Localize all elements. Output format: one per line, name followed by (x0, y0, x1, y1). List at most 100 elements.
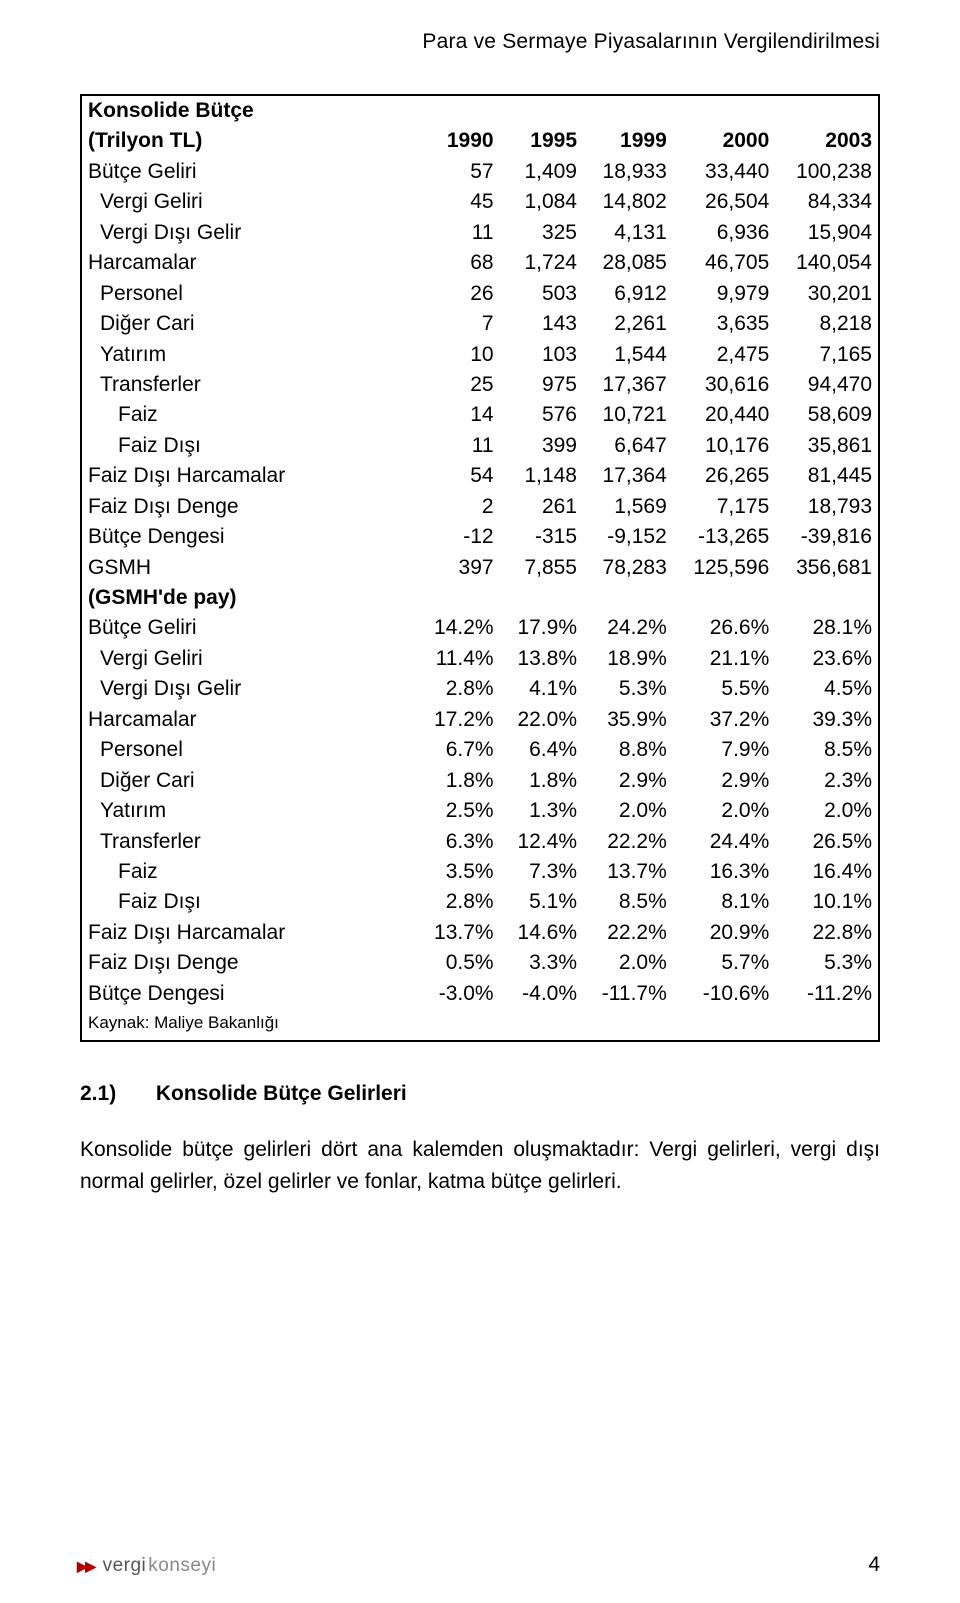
table-cell: 57 (416, 157, 499, 187)
table-cell: 14.2% (416, 613, 499, 643)
table-row: Vergi Geliri451,08414,80226,50484,334 (81, 187, 879, 217)
table-row: Diğer Cari71432,2613,6358,218 (81, 309, 879, 339)
table-cell: 3.3% (500, 948, 583, 978)
table-cell: 26 (416, 279, 499, 309)
table-cell: 1.3% (500, 796, 583, 826)
table-cell: 81,445 (775, 461, 879, 491)
table-row: Transferler6.3%12.4%22.2%24.4%26.5% (81, 827, 879, 857)
table-cell: 33,440 (673, 157, 776, 187)
section-heading: 2.1) Konsolide Bütçe Gelirleri (80, 1082, 880, 1106)
table-row: Vergi Dışı Gelir2.8%4.1%5.3%5.5%4.5% (81, 674, 879, 704)
row-label: (Trilyon TL) (81, 126, 416, 156)
table-cell: 3.5% (416, 857, 499, 887)
table-row: Personel265036,9129,97930,201 (81, 279, 879, 309)
table-row: Faiz1457610,72120,44058,609 (81, 400, 879, 430)
table-cell: 1995 (500, 126, 583, 156)
row-label: Faiz (81, 400, 416, 430)
table-cell: 2.9% (673, 766, 776, 796)
row-label: Diğer Cari (81, 766, 416, 796)
table-cell: 8.1% (673, 887, 776, 917)
table-cell: 8.5% (583, 887, 673, 917)
table-cell: 26,265 (673, 461, 776, 491)
row-label: Diğer Cari (81, 309, 416, 339)
table-cell: 24.4% (673, 827, 776, 857)
table-section-row: (GSMH'de pay) (81, 583, 879, 613)
table-row: Bütçe Dengesi-12-315-9,152-13,265-39,816 (81, 522, 879, 552)
table-cell: 30,616 (673, 370, 776, 400)
table-cell: -10.6% (673, 979, 776, 1009)
table-cell: 100,238 (775, 157, 879, 187)
footer-brand-1: vergi (103, 1555, 147, 1577)
table-cell: 24.2% (583, 613, 673, 643)
table-cell: 20,440 (673, 400, 776, 430)
table-cell: 2.5% (416, 796, 499, 826)
table-cell: 16.3% (673, 857, 776, 887)
table-cell: 1,084 (500, 187, 583, 217)
table-cell (416, 583, 499, 613)
row-label: Faiz Dışı (81, 431, 416, 461)
table-cell: 1,544 (583, 340, 673, 370)
table-cell: 11.4% (416, 644, 499, 674)
row-label: Bütçe Geliri (81, 613, 416, 643)
chevron-icon: ▶▶ (80, 1559, 97, 1573)
table-cell: 576 (500, 400, 583, 430)
table-cell: 399 (500, 431, 583, 461)
table-cell: 26.5% (775, 827, 879, 857)
table-cell: 2.0% (775, 796, 879, 826)
table-cell: 2003 (775, 126, 879, 156)
table-cell: 17,364 (583, 461, 673, 491)
row-label: Yatırım (81, 796, 416, 826)
table-cell: 1,148 (500, 461, 583, 491)
footer-brand-2: konseyi (148, 1555, 216, 1577)
table-cell: 30,201 (775, 279, 879, 309)
table-cell: 1990 (416, 126, 499, 156)
budget-table: Konsolide Bütçe(Trilyon TL)1990199519992… (80, 94, 880, 1042)
table-cell: 1.8% (416, 766, 499, 796)
table-cell: 356,681 (775, 553, 879, 583)
page-footer: ▶▶ vergikonseyi 4 (80, 1553, 880, 1577)
table-cell: 2.0% (583, 948, 673, 978)
table-cell: 0.5% (416, 948, 499, 978)
table-cell: 7.3% (500, 857, 583, 887)
table-row: Vergi Geliri11.4%13.8%18.9%21.1%23.6% (81, 644, 879, 674)
table-cell: 975 (500, 370, 583, 400)
table-cell (583, 583, 673, 613)
section-title: Konsolide Bütçe Gelirleri (156, 1082, 407, 1106)
table-cell: 6,647 (583, 431, 673, 461)
table-cell: 26.6% (673, 613, 776, 643)
table-cell: 37.2% (673, 705, 776, 735)
table-row: Faiz Dışı113996,64710,17635,861 (81, 431, 879, 461)
row-label: Harcamalar (81, 705, 416, 735)
table-cell: 22.2% (583, 827, 673, 857)
table-cell: 16.4% (775, 857, 879, 887)
table-cell: 261 (500, 492, 583, 522)
table-cell: 13.7% (583, 857, 673, 887)
table-cell: 20.9% (673, 918, 776, 948)
table-cell: 78,283 (583, 553, 673, 583)
table-cell: 4.1% (500, 674, 583, 704)
table-cell: 35.9% (583, 705, 673, 735)
table-row: Faiz3.5%7.3%13.7%16.3%16.4% (81, 857, 879, 887)
table-cell: 84,334 (775, 187, 879, 217)
table-cell: 28.1% (775, 613, 879, 643)
table-cell: 17.2% (416, 705, 499, 735)
table-cell: -11.2% (775, 979, 879, 1009)
table-cell: 7,175 (673, 492, 776, 522)
table-cell: -13,265 (673, 522, 776, 552)
table-cell: -9,152 (583, 522, 673, 552)
table-cell: 1,724 (500, 248, 583, 278)
table-cell: 397 (416, 553, 499, 583)
table-row: Faiz Dışı2.8%5.1%8.5%8.1%10.1% (81, 887, 879, 917)
table-cell: 6,912 (583, 279, 673, 309)
table-cell: 11 (416, 218, 499, 248)
table-cell: 45 (416, 187, 499, 217)
table-cell: 10.1% (775, 887, 879, 917)
table-cell: 4,131 (583, 218, 673, 248)
table-cell: 2.0% (583, 796, 673, 826)
row-label: Faiz Dışı Harcamalar (81, 461, 416, 491)
table-cell: 15,904 (775, 218, 879, 248)
table-cell (416, 95, 499, 126)
section-number: 2.1) (80, 1082, 150, 1106)
table-cell: 6,936 (673, 218, 776, 248)
table-cell: 94,470 (775, 370, 879, 400)
